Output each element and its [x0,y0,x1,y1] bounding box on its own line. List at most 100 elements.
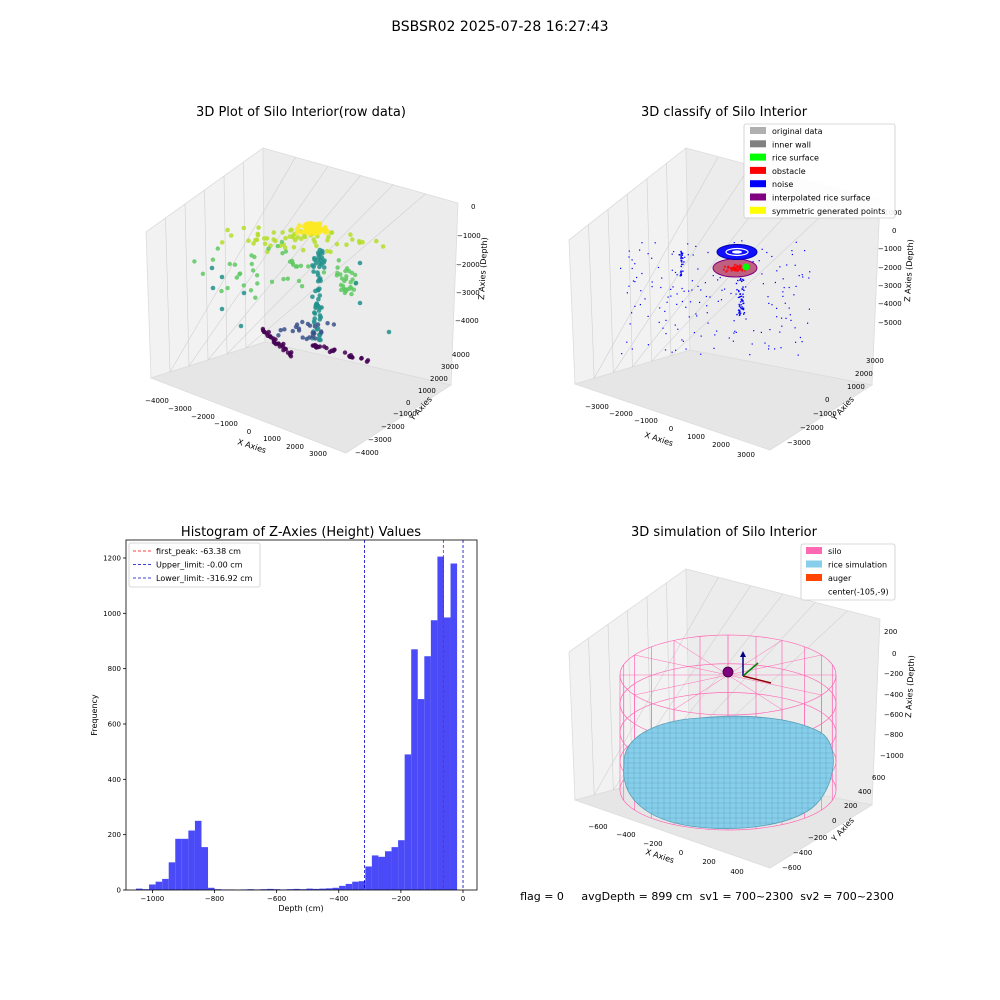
noise-point [762,283,764,285]
noise-point [779,266,781,268]
legend-label: symmetric generated points [772,207,885,216]
noise-point [737,296,739,299]
noise-point [782,278,784,280]
data-point [315,257,321,262]
noise-point [739,310,741,313]
noise-point [661,277,663,279]
histogram-bar [135,888,143,890]
histogram-bar [404,754,412,890]
noise-point [793,294,795,296]
z-tick-label: 200 [884,628,897,636]
noise-point [751,343,753,345]
noise-point [651,257,653,259]
data-point [290,328,295,334]
noise-point [768,302,770,304]
data-point [248,288,254,293]
noise-point [745,286,747,288]
noise-point [739,306,742,309]
data-point [346,286,351,292]
noise-point [700,289,702,291]
noise-point [736,289,738,291]
noise-point [640,290,642,292]
data-point [228,233,234,238]
data-point [251,241,256,246]
silo-roof-line [727,640,783,676]
data-point [317,264,322,270]
noise-point [782,291,784,293]
data-point [386,329,392,335]
noise-point [804,250,806,252]
auger-center-dot [722,666,734,678]
data-point [313,305,318,311]
data-point [306,264,311,269]
noise-point [628,285,630,287]
noise-point [680,257,682,260]
z-tick-label: −3000 [878,282,902,290]
noise-point [797,354,799,356]
noise-point [743,313,745,315]
auger-marker [722,651,772,684]
data-point [319,330,324,335]
x-tick-label: −800 [205,895,224,903]
data-point [322,265,327,270]
noise-point [789,314,791,316]
noise-point [696,315,698,317]
x-tick-label: −1000 [634,417,658,425]
noise-point [709,296,711,298]
gridline [169,157,296,373]
noise-point [739,301,742,303]
noise-point [732,340,734,342]
noise-point [737,279,739,282]
noise-point [629,323,631,325]
noise-point [651,286,653,288]
data-point [292,237,298,243]
panel3-histogram: −1000 −800 −600 −400 −200 0 0 200 400 600 800 1000… [90,539,478,913]
data-point [316,222,322,228]
noise-point [628,250,630,252]
x-tick-label: −400 [616,831,635,839]
y-tick-label: 3000 [441,363,459,371]
noise-point [738,296,741,298]
panel2-z-ticks: −5000 −4000 −3000 −2000 −1000 0 1000 [878,209,902,327]
panel2-x-ticks: −3000 −2000 −1000 0 1000 2000 3000 [585,403,755,459]
noise-point [738,311,741,314]
noise-point [641,272,643,275]
legend-label: inner wall [772,140,811,149]
noise-point [665,333,667,335]
data-point [315,270,320,275]
data-point [296,278,302,284]
obstacle-point [733,263,736,267]
histogram-bar [267,888,274,890]
noise-point [681,339,683,341]
noise-point [679,254,681,256]
data-point [299,236,304,241]
x-tick-label: −1000 [214,420,238,428]
silo-roof-line [727,674,783,710]
x-tick-label: 2000 [712,441,730,449]
y-tick-label: 4000 [452,351,470,359]
data-point [317,286,322,292]
x-tick-label: −600 [267,895,286,903]
panel4-x-ticks: −600 −400 −200 0 200 400 [588,823,743,876]
noise-point [745,318,747,320]
data-point [296,223,302,229]
z-tick-label: −2000 [456,261,480,269]
y-tick-label: 0 [825,396,829,404]
noise-point [779,331,781,333]
data-point [357,260,363,266]
histogram-bar [312,888,320,890]
noise-point [678,254,680,256]
noise-point [774,348,776,350]
data-point [271,230,277,235]
noise-point [681,252,684,254]
data-point [260,328,266,333]
x-tick-label: 3000 [309,450,327,458]
y-tick-label: −3000 [368,436,392,444]
panel2-title: 3D classify of Silo Interior [641,105,808,120]
noise-point [681,261,683,263]
y-tick-label: 1000 [103,610,121,618]
noise-point [741,240,743,242]
noise-point [706,312,708,314]
data-point [310,223,316,228]
noise-point [680,265,682,268]
